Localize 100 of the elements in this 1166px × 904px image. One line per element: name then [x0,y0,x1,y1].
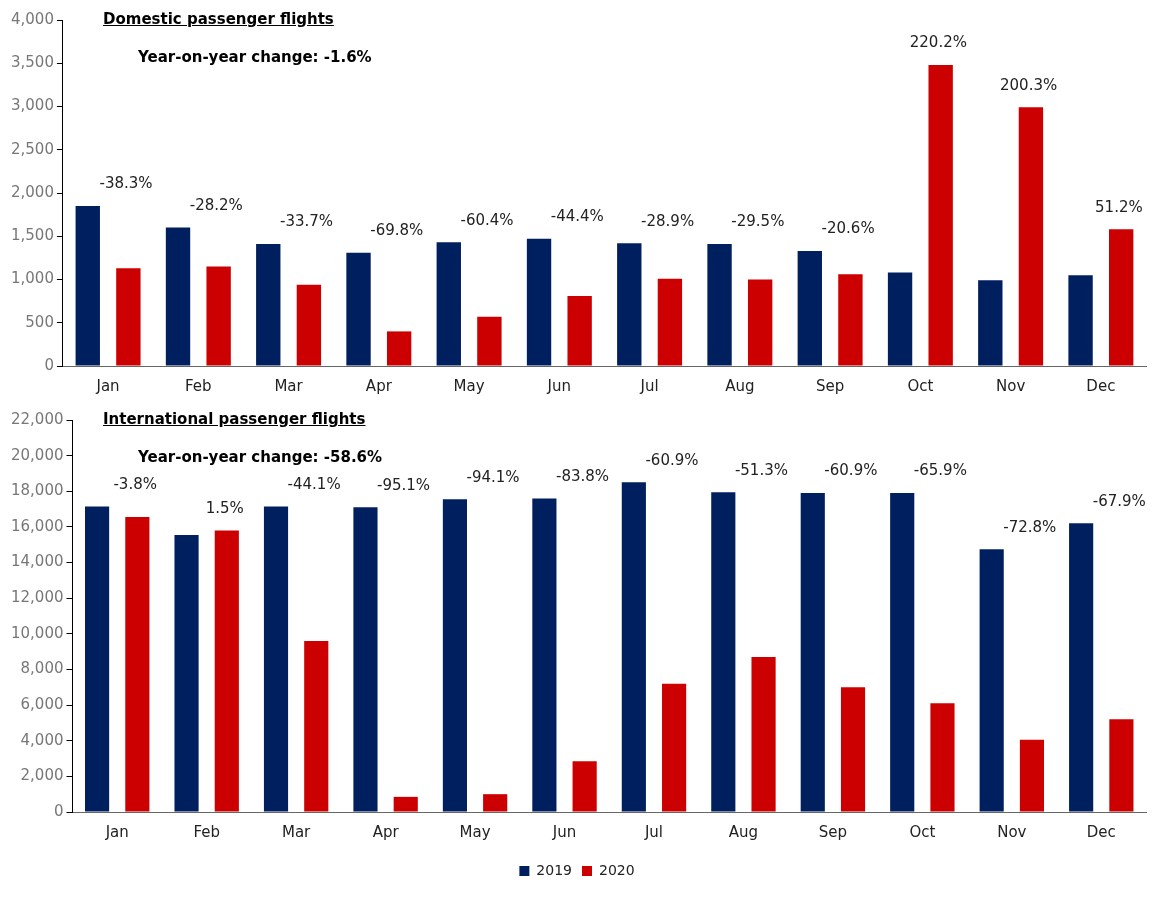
annotation: -33.7% [280,212,334,231]
x-tick-label: Aug [725,376,755,395]
bar [125,517,150,812]
y-tick-label: 8,000 [20,659,64,678]
x-tick-label: Jan [95,376,120,395]
bar [930,703,955,812]
bar [572,761,597,812]
annotation: 1.5% [205,498,244,517]
bar [1018,107,1044,366]
bar [838,274,863,366]
x-tick-label: Dec [1086,376,1116,395]
bar [657,278,683,366]
x-tick-label: Nov [995,376,1026,395]
bar [890,493,915,812]
bar [165,227,191,366]
annotation: -29.5% [731,212,785,231]
bar [436,242,461,366]
x-tick-label: Jul [643,822,664,841]
y-tick-label: 500 [25,312,54,331]
annotation: -95.1% [377,475,431,494]
bar [707,244,732,366]
y-tick-label: 0 [44,355,54,374]
bar [214,530,239,812]
y-tick-label: 3,000 [10,96,54,115]
bar [85,506,110,812]
bar [393,796,418,812]
bar [1109,719,1134,812]
bar [442,499,467,812]
x-tick-label: Apr [372,822,400,841]
bar [353,507,378,812]
bar [1068,275,1093,366]
x-tick-label: Oct [909,822,936,841]
y-tick-label: 20,000 [10,445,64,464]
x-tick-label: Jun [546,376,572,395]
bar [174,534,199,812]
bar [928,64,953,366]
x-tick-label: Feb [193,822,220,841]
bar [304,640,329,812]
annotation: -44.1% [287,474,341,493]
annotation: -20.6% [821,219,875,238]
bar [979,549,1004,812]
annotation: -28.2% [189,195,243,214]
y-tick-label: 2,500 [10,139,54,158]
bar [797,250,822,366]
x-tick-label: Aug [728,822,759,841]
annotation: -51.3% [734,460,788,479]
x-tick-label: Feb [185,376,212,395]
y-tick-label: 2,000 [20,766,64,785]
bar [483,794,508,812]
x-tick-label: Dec [1086,822,1116,841]
bar [75,205,100,366]
y-tick-label: 1,000 [10,269,54,288]
y-tick-label: 4,000 [20,730,64,749]
chart-title: Domestic passenger flights [103,10,334,28]
bar [751,656,776,812]
x-tick-label: Mar [274,376,304,395]
annotation: -60.4% [460,210,514,229]
annotation: Year-on-year change: -1.6% [138,48,372,66]
y-tick-label: 6,000 [20,694,64,713]
bar [116,268,141,366]
annotation: -38.3% [99,174,153,193]
x-tick-label: Apr [365,376,393,395]
annotation: 220.2% [909,33,967,52]
annotation: -83.8% [555,466,610,485]
bar [526,238,552,366]
bar [662,683,687,812]
bar [386,331,412,366]
bar [477,316,502,366]
bar [711,492,736,812]
bar [747,279,773,366]
annotation: -94.1% [466,467,520,486]
annotation: -44.4% [550,207,604,226]
y-tick-label: 4,000 [10,9,54,28]
y-tick-label: 1,500 [10,226,54,245]
bar [617,243,642,366]
bar [887,272,913,366]
legend-label: 2020 [599,861,635,878]
x-tick-label: Jan [104,822,129,841]
y-tick-label: 22,000 [10,409,64,428]
annotation: 200.3% [1000,75,1058,94]
y-tick-label: 0 [53,801,64,820]
y-tick-label: 18,000 [10,481,64,500]
annotation: -69.8% [370,221,424,240]
bar [800,493,825,812]
annotation: Year-on-year change: -58.6% [138,448,383,466]
annotation: -60.9% [645,450,699,469]
annotation: -65.9% [913,461,967,480]
annotation: -28.9% [641,211,695,230]
x-tick-label: May [459,822,491,841]
x-tick-label: Oct [907,376,934,395]
x-tick-label: Nov [997,822,1027,841]
bar [263,506,289,812]
y-tick-label: 16,000 [10,516,64,535]
x-tick-label: Jul [639,376,659,395]
annotation: -67.9% [1092,491,1146,510]
bar [206,266,231,366]
y-tick-label: 10,000 [10,623,64,642]
bar [978,280,1003,366]
x-tick-label: Sep [818,822,848,841]
bar [296,284,322,366]
